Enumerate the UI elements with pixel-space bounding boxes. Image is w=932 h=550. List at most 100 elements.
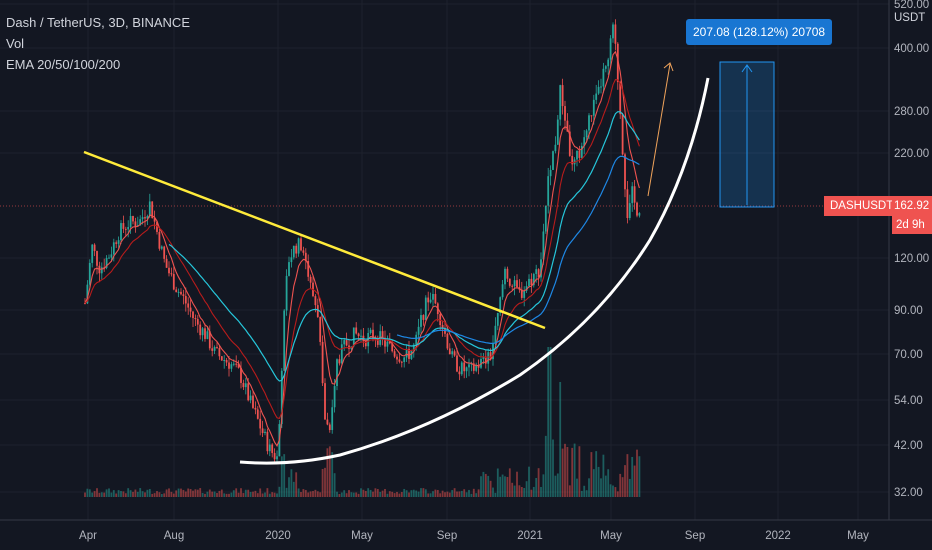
candle-body (420, 315, 422, 327)
candle-body (158, 231, 161, 249)
volume-bar (220, 489, 223, 497)
candle-body (338, 359, 341, 364)
candle-body (295, 245, 298, 254)
volume-bar (408, 492, 410, 497)
symbol-title[interactable]: Dash / TetherUS, 3D, BINANCE (6, 15, 190, 30)
candle-body (492, 343, 494, 360)
volume-bar (304, 489, 307, 497)
volume-bar (242, 493, 245, 497)
volume-bar (168, 488, 170, 497)
volume-bar (148, 489, 151, 497)
volume-bar (619, 473, 622, 497)
volume-bar (158, 492, 161, 497)
candle-body (321, 341, 324, 384)
volume-bar (561, 448, 564, 497)
candle-body (115, 242, 118, 244)
volume-bar (208, 489, 211, 497)
candle-body (93, 244, 96, 252)
volume-bar (84, 492, 86, 497)
volume-bar (316, 491, 319, 497)
rounding-bottom-curve[interactable] (239, 77, 710, 465)
candle-body (559, 85, 562, 120)
candle-body (571, 155, 574, 165)
volume-bar (268, 493, 271, 497)
candle-body (477, 365, 480, 368)
candle-body (388, 341, 391, 344)
volume-bar (98, 492, 101, 497)
volume-bar (624, 465, 626, 497)
volume-bar (93, 491, 96, 497)
candle-body (463, 362, 466, 372)
candle-body (163, 246, 166, 259)
candle-body (580, 145, 583, 158)
candle-body (432, 293, 434, 300)
volume-bar (194, 489, 197, 497)
candle-body (336, 359, 338, 387)
volume-bar (436, 489, 439, 497)
volume-bar (631, 456, 634, 497)
volume-bar (273, 492, 276, 497)
volume-bar (518, 485, 521, 497)
candle-body (391, 343, 394, 352)
measure-arrow-head (741, 64, 753, 73)
candle-body (88, 262, 91, 285)
volume-bar (88, 489, 91, 497)
volume-bar (592, 469, 595, 497)
candle-body (626, 189, 629, 219)
volume-bar (364, 490, 367, 497)
trendline[interactable] (83, 150, 546, 330)
price-tick-label: 120.00 (894, 253, 929, 265)
time-tick-label: May (351, 530, 373, 542)
volume-label[interactable]: Vol (6, 36, 25, 51)
volume-bar (187, 488, 190, 497)
volume-bar (386, 493, 389, 497)
volume-bar (163, 493, 166, 497)
candle-body (112, 242, 115, 255)
volume-bar (264, 492, 266, 497)
ema-20-line (84, 50, 640, 447)
current-price-value: 162.92 (892, 196, 932, 216)
volume-bar (520, 486, 523, 497)
volume-bar (252, 491, 254, 497)
candle-body (156, 221, 158, 232)
candle-body (292, 245, 295, 258)
candle-body (172, 274, 175, 290)
volume-bar (172, 493, 175, 497)
candle-body (256, 409, 259, 419)
volume-bar (393, 493, 396, 497)
candle-body (105, 258, 108, 268)
candle-body (151, 201, 154, 219)
candle-body (199, 324, 202, 336)
candle-body (607, 59, 610, 67)
volume-bar (132, 491, 134, 497)
price-axis[interactable]: 520.00 400.00 280.00 220.00 120.00 90.00 70.00… (894, 0, 929, 499)
volume-bar (228, 493, 230, 497)
volume-bar (484, 473, 487, 497)
ema-label[interactable]: EMA 20/50/100/200 (6, 57, 121, 72)
projection-arrow[interactable] (647, 63, 671, 197)
volume-bar (144, 492, 146, 497)
candle-body (364, 341, 367, 347)
volume-bar (451, 490, 454, 497)
candle-body (513, 280, 516, 287)
volume-bar (182, 489, 185, 497)
candle-body (552, 151, 554, 170)
candle-body (266, 431, 269, 452)
volume-bar (530, 489, 533, 497)
volume-bar (240, 488, 242, 497)
volume-bar (432, 491, 434, 497)
volume-bar (429, 493, 432, 497)
time-axis[interactable]: Apr Aug 2020 May Sep 2021 May Sep 2022 May (79, 530, 869, 542)
candle-body (456, 355, 458, 372)
time-tick-label: 2022 (765, 530, 791, 542)
candle-body (314, 296, 317, 306)
volume-bar (564, 443, 566, 497)
volume-bar (96, 488, 98, 497)
volume-bar (487, 475, 490, 497)
candle-body (268, 444, 271, 452)
candle-body (206, 331, 209, 339)
volume-bar (480, 476, 482, 497)
volume-bar (283, 454, 286, 497)
candle-body (208, 331, 211, 349)
